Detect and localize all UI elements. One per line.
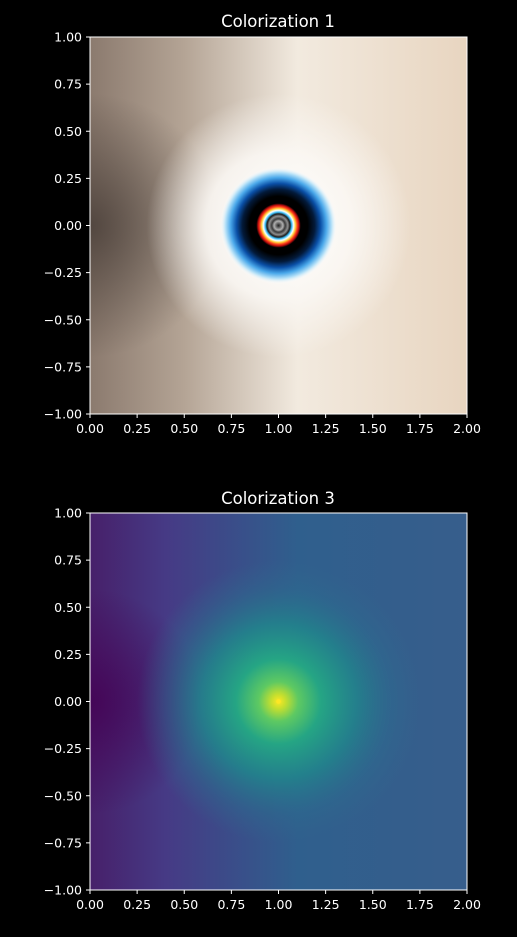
yellow-point (276, 699, 281, 704)
x-tick-label: 1.00 (265, 421, 293, 436)
y-tick-label: −0.50 (44, 788, 82, 803)
x-tick-label: 0.25 (123, 897, 151, 912)
x-tick-label: 0.00 (76, 421, 104, 436)
x-tick-label: 2.00 (453, 421, 481, 436)
y-tick-label: 0.25 (54, 171, 82, 186)
x-axis: 0.00 0.25 0.50 0.75 1.00 1.25 1.50 1.75 2.00 (76, 890, 481, 912)
y-tick-label: −0.25 (44, 265, 82, 280)
x-tick-label: 1.50 (359, 421, 387, 436)
y-tick-label: 1.00 (54, 506, 82, 521)
x-axis: 0.00 0.25 0.50 0.75 1.00 1.25 1.50 1.75 2.00 (76, 414, 481, 436)
y-tick-label: 0.50 (54, 124, 82, 139)
x-tick-label: 1.25 (312, 897, 340, 912)
y-tick-label: 0.50 (54, 600, 82, 615)
x-tick-label: 1.75 (406, 421, 434, 436)
y-tick-label: 1.00 (54, 30, 82, 45)
y-tick-label: 0.75 (54, 77, 82, 92)
x-tick-label: 0.50 (170, 421, 198, 436)
y-tick-label: 0.00 (54, 218, 82, 233)
x-tick-label: 0.25 (123, 421, 151, 436)
chart-colorization-3: Colorization 3 0.00 0.25 0.50 0.75 1.00 1.25 1… (44, 489, 481, 912)
y-tick-label: −1.00 (44, 883, 82, 898)
chart-title: Colorization 3 (221, 489, 335, 508)
x-tick-label: 0.50 (170, 897, 198, 912)
x-tick-label: 1.25 (312, 421, 340, 436)
x-tick-label: 0.75 (217, 897, 245, 912)
x-tick-label: 1.50 (359, 897, 387, 912)
y-tick-label: 0.00 (54, 694, 82, 709)
y-tick-label: −0.75 (44, 835, 82, 850)
y-tick-label: −0.25 (44, 741, 82, 756)
chart-title: Colorization 1 (221, 12, 335, 31)
y-axis: 1.00 0.75 0.50 0.25 0.00 −0.25 −0.50 −0.75 −1.00 (44, 30, 90, 422)
y-axis: 1.00 0.75 0.50 0.25 0.00 −0.25 −0.50 −0.75 −1.00 (44, 506, 90, 898)
x-tick-label: 1.00 (265, 897, 293, 912)
y-tick-label: −0.50 (44, 312, 82, 327)
heatmap-image (90, 513, 467, 890)
x-tick-label: 0.75 (217, 421, 245, 436)
y-tick-label: 0.75 (54, 553, 82, 568)
y-tick-label: 0.25 (54, 647, 82, 662)
color-rings (256, 203, 301, 248)
x-tick-label: 0.00 (76, 897, 104, 912)
x-tick-label: 2.00 (453, 897, 481, 912)
x-tick-label: 1.75 (406, 897, 434, 912)
heatmap-image (90, 37, 467, 414)
chart-colorization-1: Colorization 1 0.00 0.25 0.50 0.75 1.00 1.25 1… (44, 12, 481, 436)
y-tick-label: −1.00 (44, 407, 82, 422)
y-tick-label: −0.75 (44, 359, 82, 374)
